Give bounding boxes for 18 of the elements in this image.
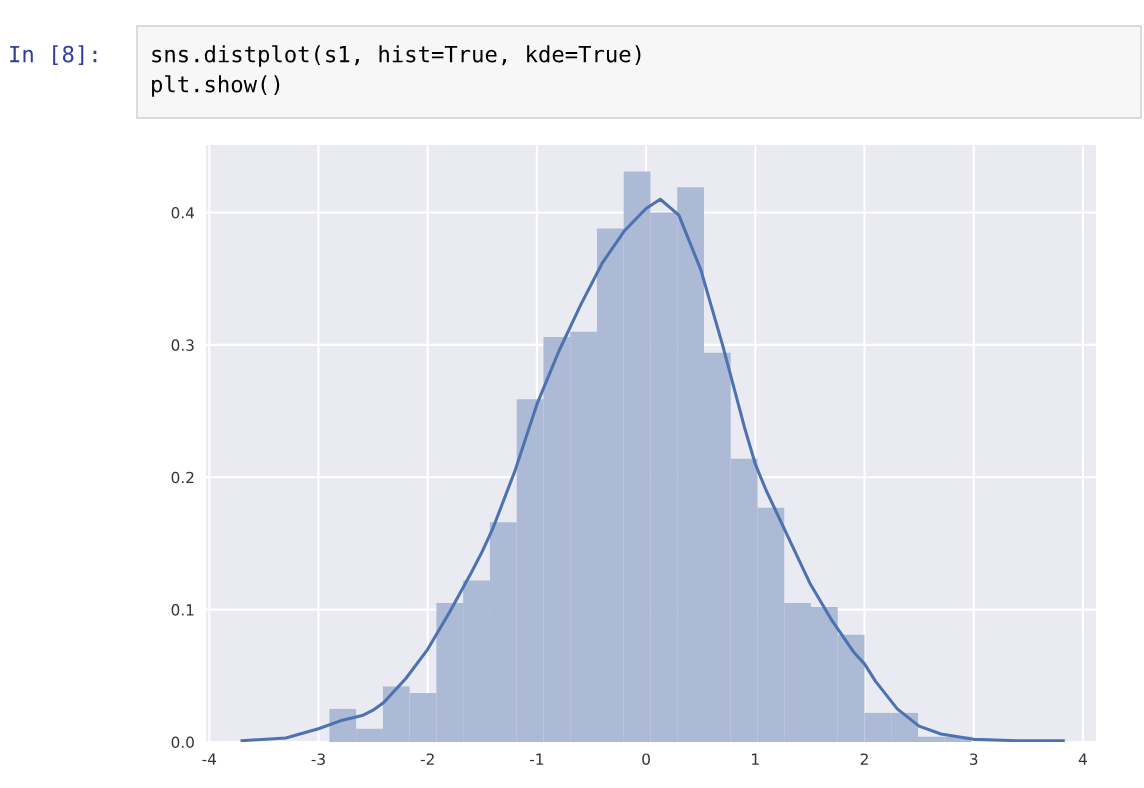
text: plt.show() — [152, 75, 280, 97]
x-tick-label: 3 — [970, 753, 978, 765]
x-tick-label: 0 — [642, 753, 650, 765]
y-tick-label: 0.3 — [171, 339, 194, 351]
y-tick-label: 0.2 — [171, 471, 194, 484]
x-tick-label: 4 — [1078, 753, 1087, 765]
y-tick-label: 0.4 — [171, 206, 195, 219]
text: In [8]: — [10, 45, 97, 66]
x-tick-label: -2 — [420, 753, 434, 765]
y-tick-label: 0.1 — [171, 604, 194, 616]
line-series — [240, 197, 1065, 742]
y-tick-label: 0.0 — [171, 736, 194, 749]
x-tick-label: -3 — [311, 753, 325, 765]
x-tick-label: 1 — [752, 753, 759, 765]
x-tick-label: -1 — [530, 753, 544, 765]
x-tick-label: -4 — [202, 753, 217, 765]
x-tick-label: 2 — [860, 753, 868, 765]
text: sns.distplot(s1, hist=True, kde=True) — [152, 45, 641, 67]
